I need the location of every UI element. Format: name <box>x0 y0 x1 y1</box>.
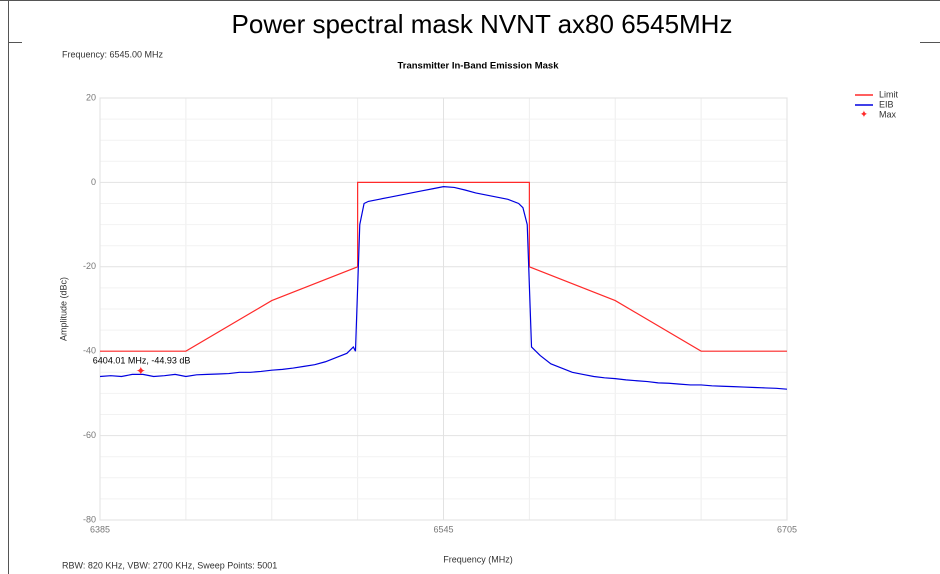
y-tick-label: -60 <box>83 430 96 440</box>
legend-label: EIB <box>879 99 894 109</box>
legend-label: Limit <box>879 89 899 99</box>
y-axis-label: Amplitude (dBc) <box>58 277 68 341</box>
y-tick-label: 0 <box>91 177 96 187</box>
chart-title: Power spectral mask NVNT ax80 6545MHz <box>232 9 733 39</box>
max-marker: ✦ <box>136 364 146 378</box>
x-tick-label: 6705 <box>777 524 797 534</box>
x-tick-label: 6385 <box>90 524 110 534</box>
y-tick-label: 20 <box>86 92 96 102</box>
series-line <box>99 186 788 390</box>
y-tick-label: -40 <box>83 346 96 356</box>
chart-subtitle: Transmitter In-Band Emission Mask <box>397 61 559 72</box>
info-bottom: RBW: 820 KHz, VBW: 2700 KHz, Sweep Point… <box>62 560 277 570</box>
series-line <box>100 181 787 352</box>
x-tick-label: 6545 <box>433 524 453 534</box>
info-top: Frequency: 6545.00 MHz <box>62 49 164 59</box>
y-tick-label: -80 <box>83 514 96 524</box>
y-tick-label: -20 <box>83 261 96 271</box>
max-label: 6404.01 MHz, -44.93 dB <box>93 355 191 365</box>
x-axis-label: Frequency (MHz) <box>443 554 513 564</box>
legend-swatch: ✦ <box>860 110 868 121</box>
legend-label: Max <box>879 109 897 119</box>
